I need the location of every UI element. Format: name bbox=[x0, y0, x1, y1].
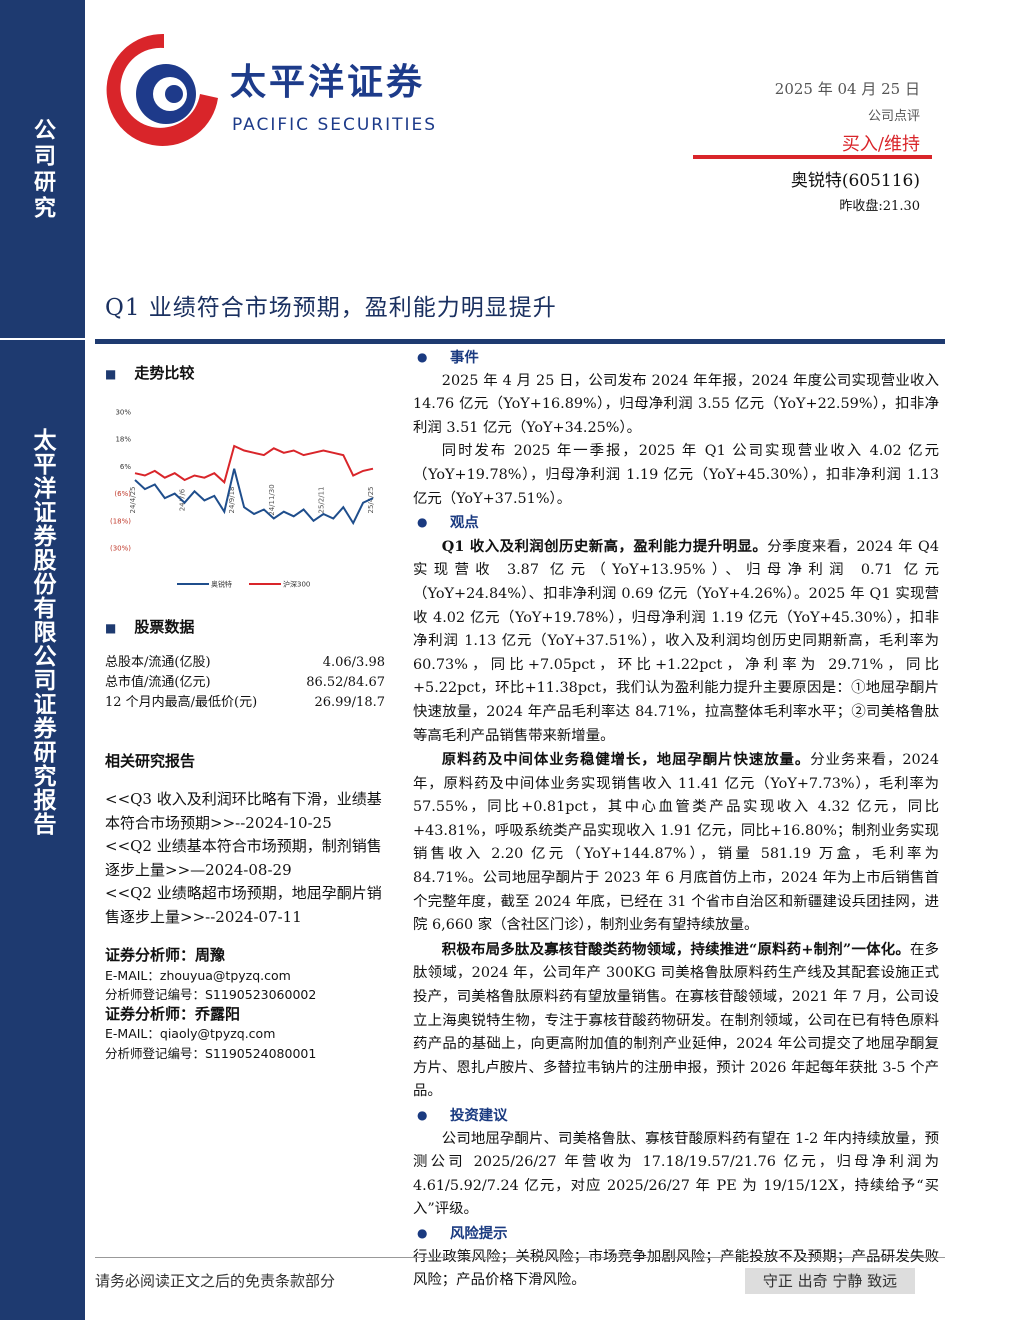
y-tick-label: (18%) bbox=[110, 517, 131, 525]
y-tick-label: 30% bbox=[115, 409, 131, 417]
disclaimer: 请务必阅读正文之后的免责条款部分 bbox=[95, 1272, 336, 1290]
paragraph: 公司地屈孕酮片、司美格鲁肽、寡核苷酸原料药有望在 1-2 年内持续放量，预测公司… bbox=[413, 1128, 939, 1222]
legend-label: 沪深300 bbox=[283, 580, 310, 589]
related-item: <<Q2 业绩基本符合市场预期，制剂销售逐步上量>>—2024-08-29 bbox=[105, 837, 382, 879]
logo-arc bbox=[106, 33, 218, 146]
report-title: Q1 业绩符合市场预期，盈利能力明显提升 bbox=[105, 295, 557, 321]
row-label: 12 个月内最高/最低价(元) bbox=[105, 695, 258, 710]
stock-data-heading: 股票数据 bbox=[105, 616, 194, 637]
row-value: 26.99/18.7 bbox=[314, 695, 385, 710]
analyst-reg: 分析师登记编号：S1190523060002 bbox=[105, 987, 317, 1002]
legend-label: 奥锐特 bbox=[211, 580, 232, 589]
footer-rule bbox=[95, 1257, 945, 1258]
paragraph: 积极布局多肽及寡核苷酸类药物领域，持续推进“原料药+制剂”一体化。在多肽领域，2… bbox=[413, 938, 939, 1104]
paragraph-text: 公司地屈孕酮片、司美格鲁肽、寡核苷酸原料药有望在 1-2 年内持续放量，预测公司… bbox=[413, 1130, 939, 1218]
analyst-email: E-MAIL：zhouyua@tpyzq.com bbox=[105, 967, 291, 983]
trend-heading: 走势比较 bbox=[105, 362, 194, 383]
stock-name: 奥锐特(605116) bbox=[790, 171, 920, 191]
y-tick-label: 18% bbox=[115, 436, 131, 444]
x-tick-label: 24/9/18 bbox=[228, 487, 236, 514]
y-tick-label: (6%) bbox=[114, 490, 131, 498]
analyst-email: E-MAIL：qiaoly@tpyzq.com bbox=[105, 1026, 276, 1041]
y-tick-label: 6% bbox=[120, 463, 131, 471]
trend-chart: (30%)(18%)(6%)6%18%30%24/4/25 24/7/6 24/9/… bbox=[110, 409, 375, 589]
section-heading: 风险提示 bbox=[413, 1222, 939, 1246]
sidebar: 公司研究 太平洋证券股份有限公司证券研究报告 bbox=[0, 0, 85, 1320]
paragraph-text: 在多肽领域，2024 年，公司年产 300KG 司美格鲁肽原料药生产线及其配套设… bbox=[413, 941, 939, 1100]
paragraph-text: 2025 年 4 月 25 日，公司发布 2024 年年报，2024 年度公司实… bbox=[413, 372, 939, 436]
paragraph-lead: 积极布局多肽及寡核苷酸类药物领域，持续推进“原料药+制剂”一体化。 bbox=[441, 940, 910, 958]
series-line bbox=[134, 468, 374, 526]
table-row: 总股本/流通(亿股) 4.06/3.98 bbox=[105, 654, 385, 672]
sidebar-bottom: 太平洋证券股份有限公司证券研究报告 bbox=[29, 428, 56, 836]
x-tick-label: 24/11/30 bbox=[268, 484, 276, 515]
related-item: <<Q3 收入及利润环比略有下滑，业绩基本符合市场预期>>--2024-10-2… bbox=[105, 790, 382, 832]
report-date: 2025 年 04 月 25 日 bbox=[774, 80, 920, 98]
close-price: 昨收盘:21.30 bbox=[839, 199, 920, 214]
paragraph: 行业政策风险；关税风险；市场竞争加剧风险；产能投放不及预期；产品研发失败风险；产… bbox=[413, 1246, 939, 1293]
stock-table: 总股本/流通(亿股) 4.06/3.98 总市值/流通(亿元) 86.52/84.67… bbox=[105, 654, 385, 714]
analyst-name: 证券分析师：周豫 bbox=[105, 946, 226, 964]
sidebar-rule bbox=[0, 338, 85, 340]
analyst-name: 证券分析师：乔露阳 bbox=[105, 1004, 241, 1023]
x-tick-label: 25/2/11 bbox=[317, 487, 325, 514]
section-heading: 观点 bbox=[413, 511, 939, 535]
paragraph-lead: 原料药及中间体业务稳健增长，地屈孕酮片快速放量。 bbox=[441, 751, 811, 769]
paragraph: 原料药及中间体业务稳健增长，地屈孕酮片快速放量。分业务来看，2024 年，原料药… bbox=[413, 748, 939, 938]
rating: 买入/维持 bbox=[841, 134, 920, 155]
paragraph: 2025 年 4 月 25 日，公司发布 2024 年年报，2024 年度公司实… bbox=[413, 370, 939, 441]
related-heading: 相关研究报告 bbox=[105, 752, 196, 770]
logo-core bbox=[165, 85, 183, 103]
row-value: 4.06/3.98 bbox=[322, 655, 385, 670]
table-row: 总市值/流通(亿元) 86.52/84.67 bbox=[105, 674, 385, 692]
section-heading: 事件 bbox=[413, 346, 939, 370]
section-heading: 投资建议 bbox=[413, 1104, 939, 1128]
analysts: 证券分析师：周豫 E-MAIL：zhouyua@tpyzq.com 分析师登记编号：… bbox=[105, 946, 385, 1063]
rating-rule bbox=[693, 155, 932, 159]
logo-en: PACIFIC SECURITIES bbox=[232, 115, 437, 135]
logo: 太平洋证券 PACIFIC SECURITIES bbox=[106, 33, 437, 146]
paragraph-lead: Q1 收入及利润创历史新高，盈利能力提升明显。 bbox=[441, 537, 768, 555]
table-row: 12 个月内最高/最低价(元) 26.99/18.7 bbox=[105, 694, 385, 712]
paragraph-text: 分业务来看，2024 年，原料药及中间体业务实现销售收入 11.41 亿元（Yo… bbox=[413, 752, 939, 934]
paragraph: 同时发布 2025 年一季报，2025 年 Q1 公司实现营业收入 4.02 亿… bbox=[413, 440, 939, 511]
y-tick-label: (30%) bbox=[110, 545, 131, 553]
analyst-reg: 分析师登记编号：S1190524080001 bbox=[105, 1045, 317, 1061]
x-tick-label: 24/4/25 bbox=[129, 487, 137, 514]
logo-cn: 太平洋证券 bbox=[230, 62, 425, 103]
series-line bbox=[134, 444, 374, 485]
paragraph: Q1 收入及利润创历史新高，盈利能力提升明显。分季度来看，2024 年 Q4 实… bbox=[413, 535, 939, 748]
paragraph-text: 行业政策风险；关税风险；市场竞争加剧风险；产能投放不及预期；产品研发失败风险；产… bbox=[413, 1248, 939, 1289]
related-item: <<Q2 业绩略超市场预期，地屈孕酮片销售逐步上量>>--2024-07-11 bbox=[105, 884, 382, 926]
row-label: 总市值/流通(亿元) bbox=[105, 675, 211, 690]
motto: 守正 出奇 宁静 致远 bbox=[745, 1268, 915, 1294]
report-type: 公司点评 bbox=[867, 109, 920, 124]
paragraph-text: 同时发布 2025 年一季报，2025 年 Q1 公司实现营业收入 4.02 亿… bbox=[413, 443, 939, 507]
row-value: 86.52/84.67 bbox=[306, 675, 385, 690]
row-label: 总股本/流通(亿股) bbox=[105, 655, 211, 670]
paragraph-text: 分季度来看，2024 年 Q4 实现营收 3.87 亿元（YoY+13.95%）… bbox=[413, 538, 940, 744]
title-rule bbox=[95, 339, 945, 344]
related-list: <<Q3 收入及利润环比略有下滑，业绩基本符合市场预期>>--2024-10-2… bbox=[105, 788, 387, 929]
sidebar-top: 公司研究 bbox=[30, 118, 56, 222]
